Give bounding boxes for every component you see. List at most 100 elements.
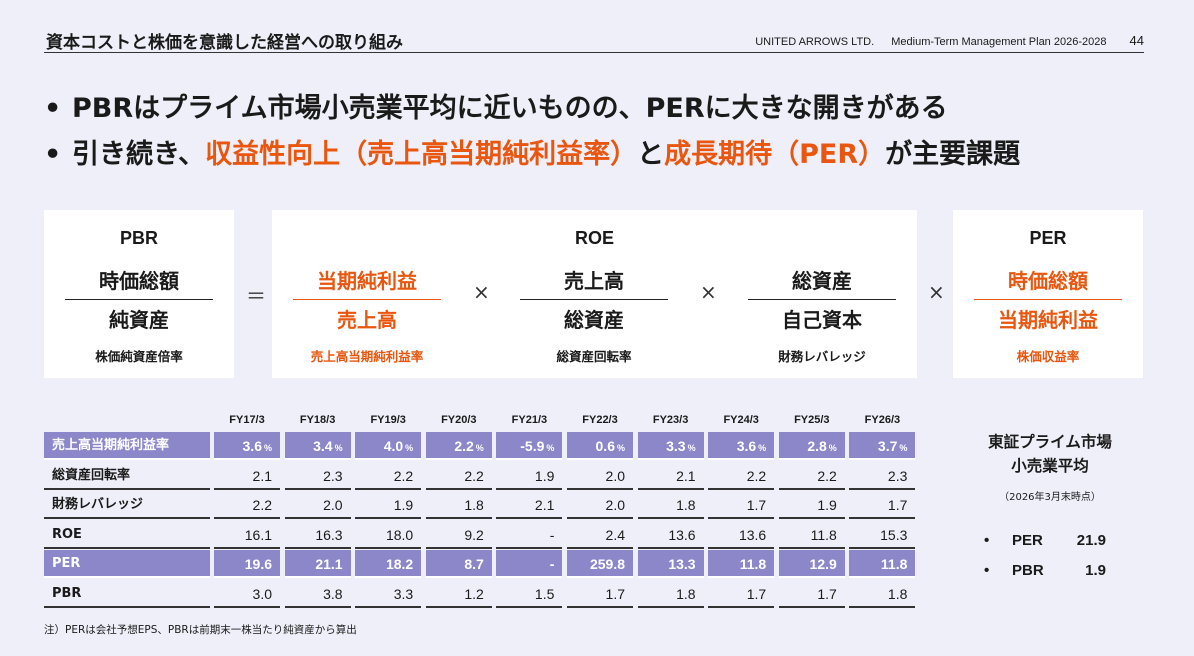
cell-value: 3.6 [736, 438, 757, 454]
pbr-label: PBR [119, 228, 158, 248]
cell-value: 2.2 [817, 467, 837, 484]
cell-value: 2.0 [323, 497, 343, 513]
table-cell: 1.8 [425, 491, 492, 519]
table-cell: 11.8 [849, 550, 916, 578]
cell-value: 11.8 [739, 556, 767, 572]
table-cell: 16.3 [284, 521, 351, 549]
table-cell: 2.2 [355, 462, 422, 490]
row-label: 売上高当期純利益率 [44, 432, 210, 460]
cell-value: 1.8 [887, 585, 908, 602]
percent-unit: % [616, 443, 625, 453]
table-row: PER 19.6 21.1 18.2 8.7 - 259.8 13.3 11.8 12.9 11.8 [44, 550, 916, 578]
cell-value: 3.3 [666, 438, 686, 454]
row-label: ROE [44, 521, 210, 549]
market-date-note: （2026年3月末時点） [999, 492, 1101, 503]
column-header-year: FY18/3 [299, 414, 336, 426]
table-row: ROE 16.1 16.3 18.0 9.2 - 2.4 13.6 13.6 11.8 15.3 [44, 521, 916, 549]
fraction-denominator: 売上高 [337, 308, 397, 332]
cell-value: 1.2 [464, 585, 484, 602]
table-cell: 3.4% [284, 432, 351, 460]
cell-value: 2.2 [393, 467, 414, 484]
market-average-panel: 東証プライム市場 小売業平均 （2026年3月末時点） • PER 21.9 • PB… [960, 430, 1140, 579]
cell-value: 2.3 [887, 467, 908, 484]
cell-value: 2.2 [252, 497, 272, 513]
cell-value: 3.0 [252, 585, 272, 602]
cell-value: 1.5 [534, 585, 555, 602]
table-cell: 13.6 [708, 521, 775, 549]
key-points: • PBRはプライム市場小売業平均に近いものの、PERに大きな開きがある • 引き続… [44, 86, 1020, 178]
cell-value: 2.2 [746, 467, 767, 484]
per-label: PER [1029, 228, 1067, 248]
percent-unit: % [405, 443, 414, 453]
header-divider [44, 52, 1144, 53]
cell-value: 2.0 [605, 497, 625, 513]
table-cell: 2.2% [425, 432, 492, 460]
bullet-marker: • [44, 93, 62, 124]
cell-value: 1.8 [676, 497, 696, 513]
footnote: 注）PERは会社予想EPS、PBRは前期末一株当たり純資産から算出 [44, 624, 357, 636]
fraction-denominator: 当期純利益 [998, 308, 1098, 332]
cell-value: 1.7 [746, 497, 767, 513]
table-cell: 2.2 [708, 462, 775, 490]
market-title-line: 小売業平均 [1011, 457, 1089, 475]
times-sign: × [473, 280, 490, 304]
column-header-year: FY24/3 [723, 414, 759, 426]
table-cell: 1.5 [496, 580, 563, 608]
per-fraction: 時価総額 当期純利益 [974, 266, 1122, 335]
metric-value: 21.9 [1076, 532, 1106, 549]
cell-value: 11.8 [880, 556, 908, 572]
turnover-note: 総資産回転率 [556, 349, 632, 364]
cell-value: 13.3 [668, 556, 696, 572]
table-cell: 2.1 [214, 462, 280, 490]
table-cell: 1.8 [637, 491, 704, 519]
fraction-bar [974, 299, 1122, 300]
table-cell: 2.1 [637, 462, 704, 490]
row-label: PBR [44, 580, 210, 608]
table-cell: 3.8 [284, 580, 351, 608]
bullet-text: と [637, 139, 665, 170]
fraction-denominator: 総資産 [564, 308, 624, 332]
table-cell: 2.4 [567, 521, 633, 549]
fraction-numerator: 時価総額 [1008, 269, 1088, 293]
table-cell: 18.2 [355, 550, 422, 578]
table-cell: 2.2 [214, 491, 280, 519]
table-cell: 11.8 [708, 550, 775, 578]
cell-value: 1.7 [605, 585, 625, 602]
pbr-card: PBR 時価総額 純資産 株価純資産倍率 [44, 210, 234, 378]
cell-value: 0.6 [595, 438, 615, 454]
cell-value: 2.3 [323, 467, 343, 484]
percent-unit: % [758, 443, 767, 453]
column-header-year: FY19/3 [370, 414, 406, 426]
table-cell: 8.7 [425, 550, 492, 578]
metric-label: PBR [1012, 562, 1044, 579]
cell-value: 2.2 [454, 438, 474, 454]
cell-value: 1.9 [393, 497, 414, 513]
table-cell: 1.9 [778, 491, 845, 519]
cell-value: 19.6 [244, 556, 272, 572]
row-label: 総資産回転率 [44, 462, 210, 490]
bullet-marker: • [984, 562, 990, 579]
column-header-year: FY17/3 [229, 414, 265, 426]
table-cell: 9.2 [425, 521, 492, 549]
cell-value: 18.0 [385, 526, 414, 543]
fraction-numerator: 売上高 [564, 269, 624, 293]
equals-sign: ＝ [246, 284, 266, 308]
market-title-line: 東証プライム市場 [988, 433, 1112, 451]
percent-unit: % [828, 443, 837, 453]
turnover-fraction: 売上高 総資産 [520, 266, 668, 335]
cell-value: 21.1 [315, 556, 343, 572]
table-cell: 2.0 [284, 491, 351, 519]
column-header-year: FY22/3 [582, 414, 618, 426]
page-title: 資本コストと株価を意識した経営への取り組み [46, 33, 403, 53]
table-row: PBR 3.0 3.8 3.3 1.2 1.5 1.7 1.8 1.7 1.7 1.8 [44, 580, 916, 608]
cell-value: 2.8 [807, 438, 827, 454]
table-cell: 3.0 [214, 580, 280, 608]
table-cell: -5.9% [496, 432, 563, 460]
column-header-year: FY26/3 [864, 414, 901, 426]
bullet-1: • PBRはプライム市場小売業平均に近いものの、PERに大きな開きがある [44, 86, 1020, 132]
cell-value: 3.6 [242, 438, 262, 454]
margin-fraction: 当期純利益 売上高 [293, 266, 441, 335]
table-cell: 16.1 [214, 521, 280, 549]
table-cell: 2.3 [849, 462, 916, 490]
bullet-2: • 引き続き、収益性向上（売上高当期純利益率）と成長期待（PER）が主要課題 [44, 132, 1020, 178]
